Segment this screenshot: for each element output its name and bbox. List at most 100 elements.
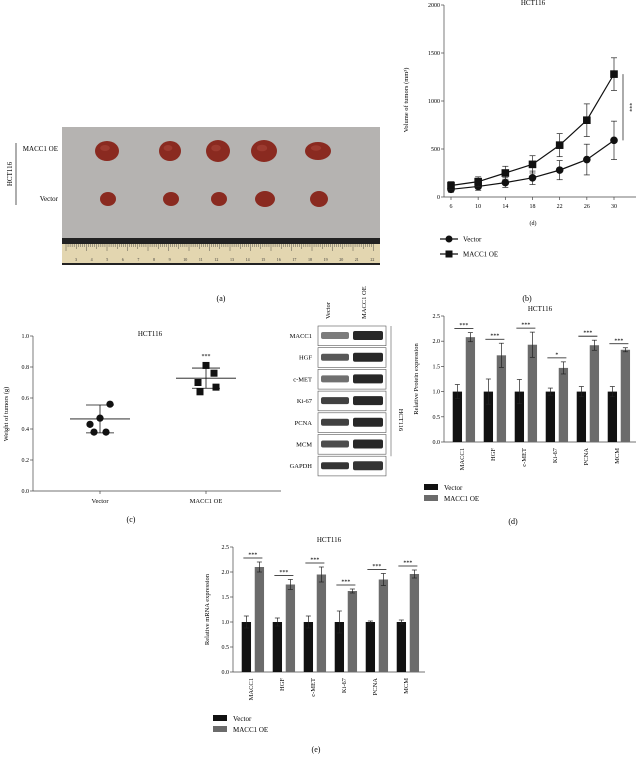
blot-band-vector: [321, 332, 349, 339]
data-point-vector: [528, 174, 537, 182]
significance-label: ***: [279, 570, 288, 576]
y-tick-label: 2.5: [433, 314, 441, 320]
ruler-number: 16: [277, 257, 281, 262]
tumor-highlight: [256, 144, 268, 152]
chart-title: HCT116: [521, 0, 546, 7]
bar-vector: [514, 391, 525, 442]
ruler-number: 20: [339, 257, 343, 262]
y-tick-label: 0.8: [22, 365, 30, 371]
bar-macc1-oe: [409, 574, 420, 672]
blot-band-vector: [321, 353, 349, 361]
x-tick-label: MACC1: [459, 448, 466, 470]
x-tick-label: HGF: [279, 678, 286, 691]
bar-vector: [452, 391, 463, 442]
blot-band-macc1-oe: [353, 374, 383, 384]
y-axis-label: Weight of tumors (g): [3, 387, 10, 442]
panel-label-e: (e): [312, 745, 321, 754]
y-tick-label: 1000: [428, 99, 440, 105]
blot-column-label: MACC1 OE: [361, 286, 368, 319]
bar-vector: [545, 391, 556, 442]
x-tick-label: Ki-67: [341, 677, 348, 693]
x-axis-label: (d): [530, 220, 537, 227]
legend-swatch: [424, 495, 438, 501]
legend-marker: [445, 250, 453, 258]
tumor-highlight: [163, 145, 173, 151]
y-axis-label: Relative mRNA expression: [204, 573, 211, 645]
blot-band-vector: [321, 462, 349, 470]
x-tick-label: 22: [557, 204, 563, 210]
ruler-number: 21: [355, 257, 359, 262]
x-tick-label: 26: [584, 204, 590, 210]
y-tick-label: 1.5: [222, 595, 230, 601]
x-tick-label: c-MET: [521, 448, 528, 467]
blot-strip: [317, 390, 387, 412]
significance-label: ***: [341, 580, 350, 586]
y-tick-label: 1.0: [433, 390, 441, 396]
legend-swatch: [424, 484, 438, 490]
data-point-macc1-oe: [196, 388, 204, 396]
legend-marker: [445, 235, 453, 243]
ruler-number: 3: [75, 257, 77, 262]
blot-row-label: c-MET: [293, 376, 312, 383]
data-point-macc1-oe: [583, 116, 591, 124]
ruler-number: 18: [308, 257, 312, 262]
x-tick-label: MACC1: [248, 678, 255, 700]
ruler-number: 13: [230, 257, 234, 262]
ruler-ticks: [65, 244, 374, 251]
x-tick-label: MACC1 OE: [190, 498, 223, 505]
tumor-vector: [255, 191, 275, 207]
bar-vector: [334, 622, 345, 672]
tumor-vector: [310, 191, 328, 207]
data-point-macc1-oe: [194, 379, 202, 386]
blot-strip: [317, 347, 387, 368]
blot-band-vector: [321, 397, 349, 405]
x-tick-label: Vector: [92, 498, 110, 505]
ruler-number: 7: [137, 257, 139, 262]
data-point-vector: [86, 420, 94, 428]
bar-macc1-oe: [589, 345, 600, 442]
bar-vector: [607, 391, 618, 442]
tumor-volume-chart: 0 500 1000 1500 2000 6 10 14 18 22 26 30 HCT116 (d) Vo…: [403, 0, 636, 259]
blot-side-label: HCT116: [397, 409, 404, 432]
x-tick-label: MCM: [403, 678, 410, 694]
data-point-macc1-oe: [610, 70, 618, 78]
significance-label: ***: [372, 564, 381, 570]
data-point-vector: [106, 400, 114, 408]
significance-label: ***: [583, 331, 592, 337]
bar-vector: [303, 622, 314, 672]
data-point-macc1-oe: [202, 361, 210, 369]
tumor-highlight: [100, 145, 110, 151]
bar-vector: [272, 622, 283, 672]
significance-label: ***: [202, 354, 211, 360]
legend-label: MACC1 OE: [233, 726, 268, 734]
blot-band-macc1-oe: [353, 352, 383, 362]
significance-label: ***: [459, 323, 468, 329]
blot-band-macc1-oe: [353, 461, 383, 471]
data-point-vector: [610, 136, 618, 145]
legend-label: Vector: [444, 484, 463, 492]
blot-row-label: MCM: [296, 442, 312, 449]
blot-band-macc1-oe: [353, 417, 383, 427]
bar-macc1-oe: [496, 355, 507, 442]
legend-label: MACC1 OE: [463, 251, 498, 259]
data-point-macc1-oe: [447, 181, 455, 190]
blot-row-label: GAPDH: [290, 463, 313, 470]
ruler-number: 10: [183, 257, 187, 262]
y-tick-label: 0: [437, 195, 440, 201]
blot-band-vector: [321, 418, 349, 426]
row-label-oe: MACC1 OE: [23, 145, 58, 153]
blot-band-macc1-oe: [353, 331, 383, 340]
tumor-highlight: [310, 145, 322, 151]
ruler-number: 14: [246, 257, 250, 262]
blot-column-label: Vector: [325, 301, 332, 319]
blot-band-macc1-oe: [353, 396, 383, 406]
ruler-number: 8: [153, 257, 155, 262]
blot-strip: [317, 455, 387, 477]
blot-band-macc1-oe: [353, 439, 383, 449]
x-tick-label: 10: [475, 204, 481, 210]
chart-title: HCT116: [138, 330, 163, 338]
y-tick-label: 0.6: [22, 396, 30, 402]
mrna-expression-chart: 0.0 0.5 1.0 1.5 2.0 2.5 HCT116 Relative mRNA ex…: [204, 536, 425, 734]
western-blot: Vector MACC1 OE MACC1 HGF c-MET Ki-67 PCNA MCM G…: [290, 286, 404, 477]
